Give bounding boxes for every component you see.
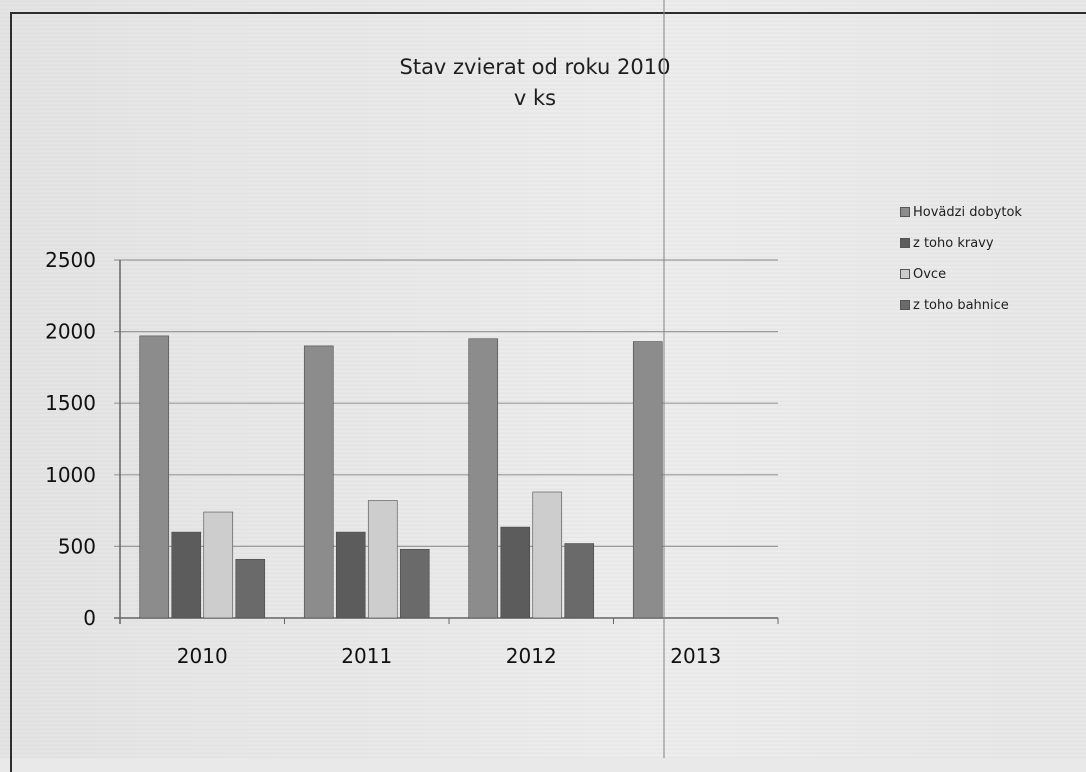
chart-subtitle: v ks bbox=[513, 86, 557, 110]
legend-label: z toho bahnice bbox=[913, 297, 1009, 313]
x-category-label: 2012 bbox=[506, 644, 557, 668]
bar-ovce-2012 bbox=[532, 491, 563, 619]
y-tick-label: 0 bbox=[83, 606, 96, 630]
y-tick-label: 1000 bbox=[45, 463, 96, 487]
legend-swatch bbox=[900, 207, 910, 217]
legend-item: z toho kravy bbox=[900, 229, 1080, 257]
bar-z-toho-kravy-2012 bbox=[500, 526, 531, 619]
legend-swatch bbox=[900, 300, 910, 310]
chart-title-block: Stav zvierat od roku 2010 v ks bbox=[360, 52, 710, 114]
bar-ovce-2010 bbox=[203, 511, 234, 619]
legend-label: Ovce bbox=[913, 266, 947, 282]
bar-z-toho-bahnice-2010 bbox=[235, 558, 266, 619]
legend-item: z toho bahnice bbox=[900, 291, 1080, 319]
bar-hov-dzi-dobytok-2012 bbox=[468, 338, 499, 619]
legend-label: z toho kravy bbox=[913, 235, 994, 251]
bar-hov-dzi-dobytok-2013 bbox=[632, 341, 663, 619]
legend-item: Ovce bbox=[900, 260, 1080, 288]
bar-z-toho-bahnice-2012 bbox=[564, 543, 595, 619]
x-category-label: 2013 bbox=[670, 644, 721, 668]
bar-ovce-2011 bbox=[367, 500, 398, 619]
bar-z-toho-kravy-2011 bbox=[335, 531, 366, 619]
legend-swatch bbox=[900, 238, 910, 248]
chart-title: Stav zvierat od roku 2010 bbox=[399, 55, 671, 79]
x-category-label: 2011 bbox=[341, 644, 392, 668]
bar-hov-dzi-dobytok-2010 bbox=[139, 335, 170, 619]
chart-legend: Hovädzi dobytok z toho kravy Ovce z toho ba… bbox=[900, 198, 1080, 322]
legend-item: Hovädzi dobytok bbox=[900, 198, 1080, 226]
y-tick-label: 2500 bbox=[45, 248, 96, 272]
bar-z-toho-bahnice-2011 bbox=[399, 548, 430, 619]
bar-z-toho-kravy-2010 bbox=[171, 531, 202, 619]
legend-label: Hovädzi dobytok bbox=[913, 204, 1022, 220]
bar-hov-dzi-dobytok-2011 bbox=[303, 345, 334, 619]
scan-fold-line bbox=[663, 0, 665, 758]
chart-area-border bbox=[10, 12, 1086, 772]
y-tick-label: 2000 bbox=[45, 320, 96, 344]
y-tick-label: 1500 bbox=[45, 391, 96, 415]
y-tick-label: 500 bbox=[58, 534, 96, 558]
x-category-label: 2010 bbox=[177, 644, 228, 668]
legend-swatch bbox=[900, 269, 910, 279]
